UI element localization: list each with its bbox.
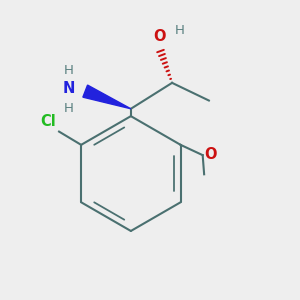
Text: O: O bbox=[153, 29, 165, 44]
Text: H: H bbox=[175, 24, 184, 37]
Text: H: H bbox=[64, 64, 74, 77]
Text: O: O bbox=[204, 147, 217, 162]
Text: H: H bbox=[64, 102, 74, 115]
Polygon shape bbox=[83, 85, 131, 109]
Text: N: N bbox=[63, 81, 75, 96]
Text: Cl: Cl bbox=[40, 114, 56, 129]
